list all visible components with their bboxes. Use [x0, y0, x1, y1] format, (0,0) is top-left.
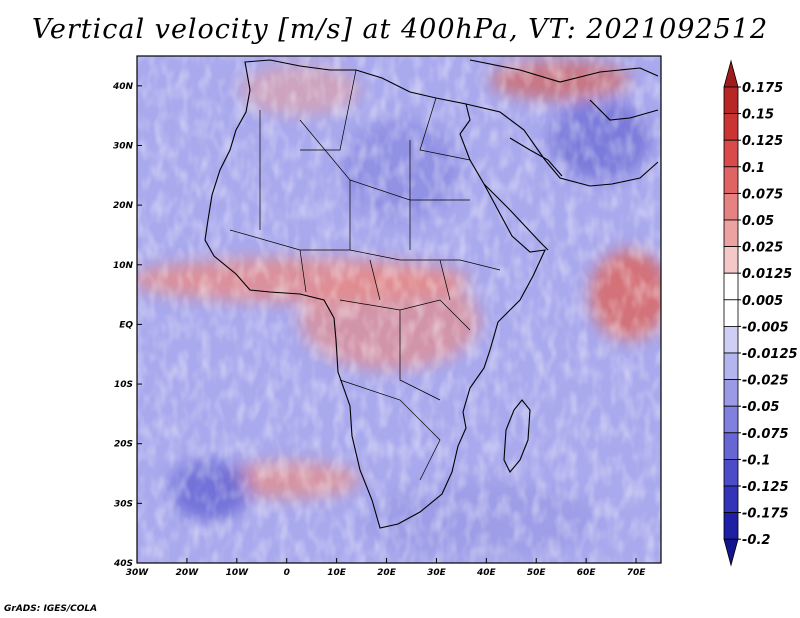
colorbar-segment	[723, 299, 739, 327]
lon-tick-label: 10E	[327, 568, 347, 578]
colorbar-segment	[723, 246, 739, 274]
lon-tick-label: 10W	[226, 568, 250, 578]
lat-tick-label: 40S	[113, 559, 133, 569]
lat-tick-label: 40N	[112, 82, 134, 92]
colorbar-label: 0.1	[742, 161, 765, 176]
colorbar-label: -0.025	[742, 374, 789, 389]
colorbar-segment	[723, 325, 739, 354]
colorbar-label: 0.125	[742, 134, 783, 149]
colorbar-label: 0.025	[742, 241, 783, 256]
lon-tick-label: 30W	[126, 568, 150, 578]
lon-tick-label: 60E	[577, 568, 597, 578]
colorbar-segment	[723, 512, 739, 540]
lon-tick-label: 20E	[377, 568, 397, 578]
colorbar-bottom-arrow	[723, 538, 739, 567]
colorbar-label: -0.175	[742, 507, 789, 522]
plot-frame	[136, 55, 662, 564]
lat-tick-label: EQ	[119, 320, 133, 330]
lon-tick-label: 50E	[527, 568, 547, 578]
colorbar-label: 0.175	[742, 81, 783, 96]
colorbar-label: -0.0125	[742, 347, 798, 362]
lat-tick-label: 30N	[113, 141, 134, 151]
colorbar-segment	[723, 219, 739, 248]
coastlines	[204, 59, 659, 529]
colorbar-segment	[723, 352, 739, 381]
colorbar-label: -0.2	[742, 533, 770, 548]
lon-tick-label: 0	[284, 568, 290, 578]
lat-tick-label: 10N	[113, 261, 134, 271]
colorbar-segment	[723, 272, 739, 301]
lat-tick-label: 20N	[113, 201, 134, 211]
colorbar-segment	[723, 166, 739, 194]
colorbar-segment	[723, 192, 739, 221]
colorbar-label: 0.005	[742, 294, 783, 309]
colorbar-label: 0.0125	[742, 267, 792, 282]
colorbar-segment	[723, 405, 739, 434]
colorbar-segment	[723, 86, 739, 115]
colorbar-label: 0.05	[742, 214, 774, 229]
colorbar-label: -0.125	[742, 480, 789, 495]
country-borders	[229, 69, 501, 481]
velocity-field	[137, 56, 661, 563]
colorbar-segment	[723, 139, 739, 168]
lon-tick-label: 70E	[627, 568, 647, 578]
colorbar-segment	[723, 379, 739, 407]
lon-tick-label: 30E	[427, 568, 447, 578]
lon-tick-label: 20W	[176, 568, 200, 578]
colorbar-label: 0.075	[742, 187, 783, 202]
colorbar-segment	[723, 113, 739, 141]
colorbar-label: -0.1	[742, 453, 770, 468]
colorbar-label: -0.005	[742, 320, 789, 335]
longitude-axis: 30W 20W 10W 0 10E 20E 30E 40E 50E 60E 70E	[126, 558, 646, 578]
grads-credit: GrADS: IGES/COLA	[4, 604, 98, 614]
colorbar-segment	[723, 458, 739, 487]
lat-tick-label: 10S	[114, 380, 133, 390]
colorbar-segment	[723, 432, 739, 460]
colorbar-top-arrow	[723, 59, 739, 88]
lat-tick-label: 30S	[114, 499, 133, 509]
latitude-axis: 40N 30N 20N 10N EQ 10S 20S 30S 40S	[112, 82, 142, 569]
lat-tick-label: 20S	[114, 440, 133, 450]
colorbar: 0.175 0.15 0.125 0.1 0.075 0.05 0.025 0.0125 0.0…	[723, 59, 798, 567]
colorbar-label: -0.05	[742, 400, 779, 415]
map-title: Vertical velocity [m/s] at 400hPa, VT: 2…	[31, 14, 769, 45]
lon-tick-label: 40E	[476, 568, 497, 578]
colorbar-label: 0.15	[742, 108, 774, 123]
colorbar-segment	[723, 485, 739, 514]
colorbar-label: -0.075	[742, 427, 789, 442]
